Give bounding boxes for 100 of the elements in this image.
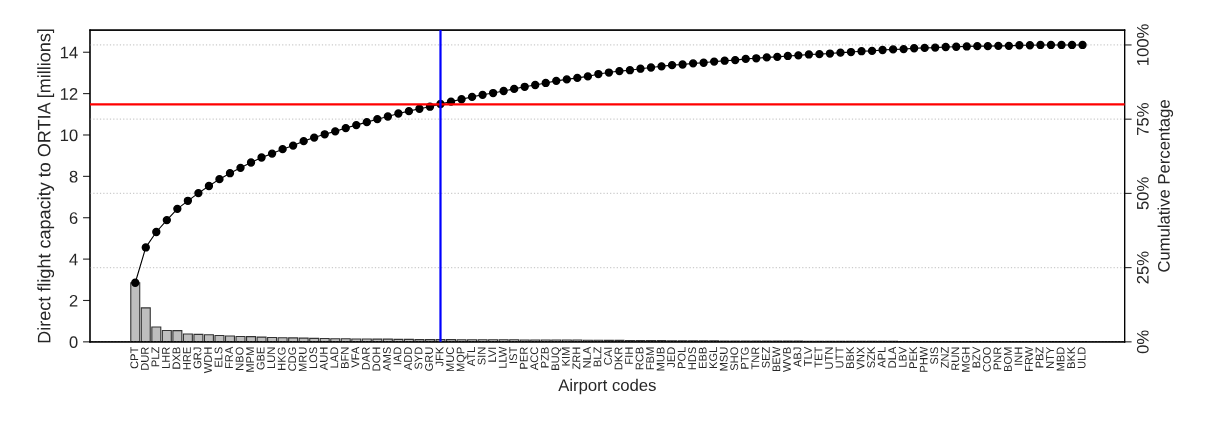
x-tick-label: POL (677, 347, 686, 369)
x-tick-label: WVB (783, 347, 791, 372)
x-tick-label: LUN (267, 347, 276, 369)
x-tick-label: FIH (625, 347, 633, 364)
x-tick-label: JED (667, 347, 676, 368)
x-tick-label: HDS (688, 347, 697, 370)
x-tick-label: PNR (993, 347, 1002, 370)
x-tick-label: FRW (1025, 346, 1033, 371)
x-tick-label: SHO (730, 347, 739, 371)
x-axis-title: Airport codes (558, 378, 656, 395)
x-tick-label: NTY (1046, 346, 1054, 369)
x-tick-label: LOS (309, 347, 318, 369)
x-tick-label: ACC (530, 347, 539, 371)
x-tick-label: MBD (1056, 347, 1065, 371)
x-tick-label: TET (814, 346, 823, 368)
x-tick-label: LAD (330, 347, 339, 368)
x-tick-label: PLZ (151, 347, 160, 367)
x-tick-label: DLA (888, 346, 896, 368)
x-tick-label: MPM (246, 347, 254, 372)
x-tick-label: BFN (340, 347, 349, 369)
x-tick-label: RCB (635, 347, 644, 370)
x-tick-label: MGH (961, 347, 970, 372)
x-tick-label: KGL (709, 347, 718, 369)
x-tick-label: ZRH (572, 347, 581, 370)
x-tick-label: RUN (951, 347, 960, 370)
x-tick-label: DUR (141, 347, 149, 370)
x-tick-label: CPT (130, 346, 139, 369)
x-tick-label: PEK (909, 346, 918, 369)
y2-tick-label: 25% (1136, 251, 1149, 284)
x-tick-label: SIS (930, 347, 939, 365)
x-tick-label: BLZ (593, 347, 602, 367)
y2-tick-label: 75% (1136, 103, 1149, 135)
x-tick-label: BOM (1003, 347, 1012, 372)
x-tick-label: LBV (898, 346, 907, 367)
x-tick-label: MQP (456, 347, 467, 372)
x-tick-label: DXB (172, 347, 181, 369)
x-tick-label: PBZ (1035, 347, 1044, 368)
x-tick-label: UTT (835, 346, 844, 368)
x-tick-label: NLA (583, 346, 591, 368)
x-tick-label: MSU (719, 347, 728, 371)
x-tick-label: UTN (825, 347, 833, 369)
x-tick-label: PTG (740, 347, 749, 369)
x-tick-label: SZK (867, 346, 876, 368)
x-tick-label: CAI (604, 347, 612, 365)
x-tick-label: ABJ (793, 347, 802, 368)
x-tick-label: PHW (919, 346, 928, 372)
y-tick-label: 14 (60, 46, 78, 59)
x-tick-label: APL (877, 347, 886, 368)
y-tick-label: 10 (60, 129, 78, 142)
x-tick-label: LVI (488, 347, 496, 362)
x-tick-label: IAD (393, 347, 402, 365)
x-tick-label: COO (982, 347, 991, 372)
x-tick-label: MUB (656, 347, 665, 371)
x-tick-label: FRA (225, 346, 233, 369)
x-tick-label: SYD (414, 347, 423, 370)
x-tick-label: GBE (256, 347, 265, 370)
x-tick-label: TLV (804, 346, 812, 367)
y-tick-label: 8 (69, 170, 78, 183)
x-tick-label: ATL (467, 347, 475, 367)
x-tick-label: HKG (277, 347, 286, 370)
y-tick-label: 4 (69, 253, 78, 266)
x-tick-label: PER (519, 347, 528, 369)
x-tick-label: ADD (404, 347, 412, 371)
y2-tick-label: 0% (1136, 330, 1149, 354)
x-tick-label: EBB (698, 347, 707, 369)
y-tick-label: 6 (69, 212, 78, 224)
x-tick-label: BBK (846, 346, 854, 369)
x-tick-label: PZB (540, 347, 549, 368)
y2-tick-label: 50% (1136, 177, 1149, 210)
y2-axis-title: Cumulative Percentage (1157, 100, 1174, 272)
x-tick-label: NBO (235, 347, 244, 370)
x-tick-label: BEW (772, 346, 781, 372)
y2-tick-label: 100% (1136, 24, 1149, 65)
x-tick-label: GRJ (193, 347, 202, 369)
x-tick-label: MUC (446, 347, 454, 372)
x-tick-label: SIN (477, 347, 486, 365)
y-tick-label: 2 (69, 294, 78, 307)
x-tick-label: MRU (298, 347, 307, 372)
x-tick-label: VFA (351, 346, 360, 368)
x-tick-label: BZV (972, 346, 981, 368)
y-axis-title: Direct flight capacity to ORTIA [millions] (37, 29, 55, 343)
y-tick-label: 12 (60, 88, 78, 100)
x-tick-label: INH (1014, 347, 1023, 365)
x-tick-label: VNX (856, 346, 865, 370)
x-tick-label: LLW (498, 346, 507, 368)
x-tick-label: ELS (214, 347, 223, 367)
x-tick-label: AMS (382, 347, 391, 371)
y-tick-label: 0 (69, 336, 78, 349)
x-tick-label: WDH (204, 347, 212, 374)
x-tick-label: BUQ (551, 347, 562, 370)
x-tick-label: DKR (614, 347, 623, 370)
x-tick-label: CDG (288, 347, 297, 371)
x-tick-label: TNR (751, 347, 760, 370)
x-tick-label: GRU (425, 347, 433, 371)
x-tick-label: JFK (435, 346, 444, 367)
x-tick-label: HRE (183, 347, 191, 370)
x-tick-label: DOH (372, 347, 381, 371)
x-tick-label: AUH (319, 347, 328, 371)
x-tick-label: ZNZ (940, 347, 949, 368)
x-tick-label: KIM (562, 347, 570, 366)
